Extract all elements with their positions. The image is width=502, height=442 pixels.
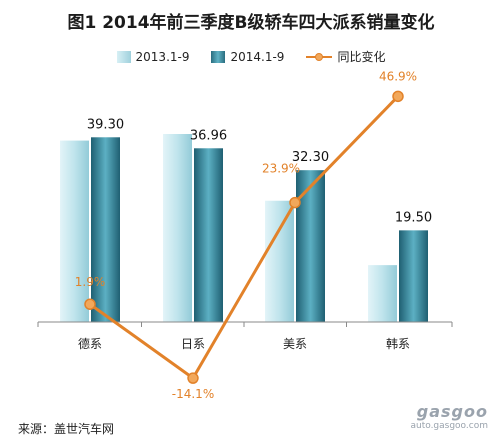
legend-swatch-2013 (116, 50, 131, 63)
category-label-0: 德系 (78, 336, 102, 351)
bar-2013-3 (368, 265, 397, 322)
bars-layer (60, 134, 428, 322)
chart-title: 图1 2014年前三季度B级轿车四大派系销量变化 (67, 13, 435, 33)
legend-label-2013: 2013.1-9 (135, 49, 190, 64)
legend-swatch-2014 (211, 50, 226, 63)
watermark-url: auto.gasgoo.com (410, 421, 488, 431)
legend-item-2014: 2014.1-9 (211, 48, 284, 65)
category-label-2: 美系 (283, 337, 307, 351)
bar-2014-0 (91, 137, 120, 322)
bar-2014-3 (399, 230, 428, 322)
yoy-point-2 (289, 196, 301, 209)
bar-2013-0 (60, 140, 89, 322)
x-ticks (37, 322, 453, 327)
bar-2014-value-label-1: 36.96 (190, 128, 227, 143)
legend-swatch-yoy (306, 51, 333, 63)
bar-2014-2 (296, 170, 325, 322)
yoy-value-label-1: -14.1% (172, 387, 214, 401)
yoy-value-label-3: 46.9% (379, 69, 417, 83)
yoy-value-label-0: 1.9% (75, 275, 106, 289)
category-label-3: 韩系 (386, 336, 410, 351)
legend-item-yoy: 同比变化 (306, 48, 385, 65)
watermark-logo: gasgoo (416, 402, 488, 421)
bar-value-labels: 39.30 36.96 32.30 19.50 (87, 117, 432, 225)
bar-2013-1 (163, 134, 192, 322)
bar-2014-1 (194, 148, 223, 322)
yoy-line (89, 95, 400, 380)
source-note: 来源：盖世汽车网 (18, 422, 115, 436)
yoy-point-1 (187, 372, 199, 384)
legend: 2013.1-9 2014.1-9 同比变化 (0, 48, 502, 65)
yoy-value-label-2: 23.9% (262, 162, 300, 176)
bar-2013-2 (265, 200, 294, 322)
legend-label-yoy: 同比变化 (337, 50, 386, 64)
category-labels: 德系 日系 美系 韩系 (78, 336, 410, 351)
category-label-1: 日系 (181, 337, 205, 351)
yoy-line-layer: 1.9% -14.1% 23.9% 46.9% (75, 69, 417, 401)
legend-item-2013: 2013.1-9 (116, 48, 190, 65)
legend-label-2014: 2014.1-9 (230, 49, 285, 64)
yoy-point-3 (392, 90, 404, 103)
bar-2014-value-label-2: 32.30 (292, 150, 329, 165)
watermark: gasgoo auto.gasgoo.com (410, 402, 488, 431)
bar-2014-value-label-0: 39.30 (87, 117, 124, 132)
bar-2014-value-label-3: 19.50 (395, 210, 432, 225)
yoy-point-0 (84, 298, 96, 310)
